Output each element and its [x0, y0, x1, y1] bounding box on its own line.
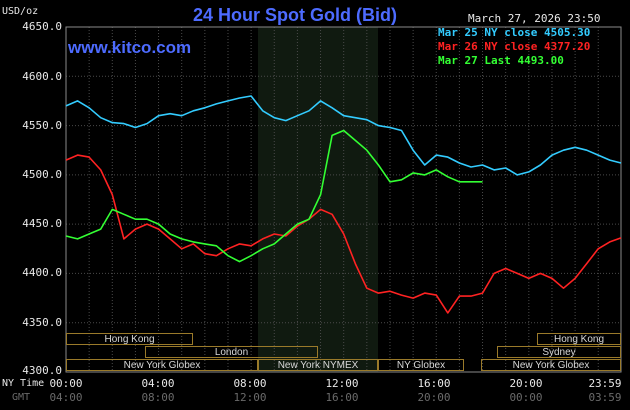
x-tick-1200: 12:00	[325, 377, 359, 390]
series-lines	[65, 95, 622, 314]
legend-item-mar25: Mar 25 NY close 4505.30	[438, 26, 591, 39]
gmt-tick-1600: 16:00	[325, 391, 359, 404]
x-tick-0400: 04:00	[141, 377, 175, 390]
chart-title: 24 Hour Spot Gold (Bid)	[193, 5, 397, 25]
market-ny-nymex: New York NYMEX	[258, 359, 378, 371]
y-tick-4600: 4600.0	[22, 70, 62, 83]
y-tick-4550: 4550.0	[22, 119, 62, 132]
x-tick-0000: 00:00	[49, 377, 83, 390]
gmt-tick-0400: 04:00	[49, 391, 83, 404]
ny-time-row-label: NY Time	[2, 378, 45, 389]
y-tick-4350: 4350.0	[22, 316, 62, 329]
plot-border	[65, 26, 622, 373]
gmt-row-label: GMT	[12, 392, 31, 403]
x-tick-2000: 20:00	[509, 377, 543, 390]
legend-item-mar27: Mar 27 Last 4493.00	[438, 54, 564, 67]
market-ny-globex-2: New York Globex	[481, 359, 621, 371]
market-london: London	[145, 346, 318, 358]
gmt-tick-0800: 08:00	[141, 391, 175, 404]
gmt-tick-1200: 12:00	[233, 391, 267, 404]
x-tick-0800: 08:00	[233, 377, 267, 390]
y-tick-4450: 4450.0	[22, 217, 62, 230]
x-tick-2359: 23:59	[588, 377, 622, 390]
market-sydney: Sydney	[497, 346, 621, 358]
series-line-2	[65, 129, 483, 263]
y-tick-4300: 4300.0	[22, 364, 62, 377]
grid-lines	[66, 27, 621, 372]
market-ny-globex: New York Globex	[66, 359, 258, 371]
legend-item-mar26: Mar 26 NY close 4377.20	[438, 40, 591, 53]
gmt-tick-0000: 00:00	[509, 391, 543, 404]
market-hong-kong-2: Hong Kong	[537, 333, 621, 345]
y-tick-4400: 4400.0	[22, 266, 62, 279]
market-hong-kong: Hong Kong	[66, 333, 193, 345]
y-tick-4500: 4500.0	[22, 168, 62, 181]
x-tick-1600: 16:00	[417, 377, 451, 390]
gmt-tick-2000: 20:00	[417, 391, 451, 404]
timestamp: March 27, 2026 23:50	[468, 12, 601, 25]
series-line-1	[65, 154, 622, 314]
series-line-0	[65, 95, 622, 176]
market-ny-globex-short: NY Globex	[378, 359, 464, 371]
y-axis-unit: USD/oz	[2, 6, 39, 17]
y-tick-4650: 4650.0	[22, 20, 62, 33]
gmt-tick-0359: 03:59	[588, 391, 622, 404]
site-watermark: www.kitco.com	[68, 38, 192, 57]
